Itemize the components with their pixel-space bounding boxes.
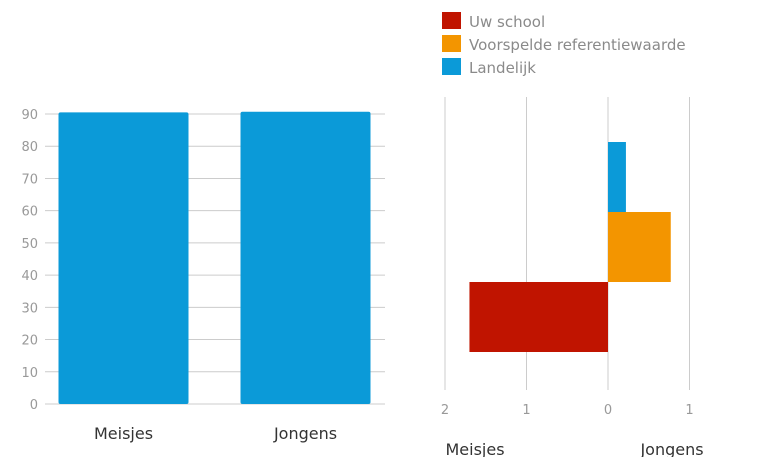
bar-meisjes bbox=[58, 112, 189, 404]
x-tick-label: 1 bbox=[685, 403, 693, 418]
y-tick-label: 60 bbox=[21, 205, 38, 220]
legend-swatch bbox=[442, 58, 461, 75]
group-label: Meisjes bbox=[445, 440, 504, 457]
y-tick-label: 30 bbox=[21, 301, 38, 316]
x-category-label: Jongens bbox=[273, 424, 337, 443]
bar-chart-left: 0 10 20 30 40 50 60 70 80 90 Meisjes Jongens bbox=[21, 108, 385, 443]
x-category-label: Meisjes bbox=[94, 424, 153, 443]
y-tick-label: 90 bbox=[21, 108, 38, 123]
x-tick-label: 2 bbox=[441, 403, 449, 418]
legend-label: Voorspelde referentiewaarde bbox=[469, 36, 686, 54]
legend-swatch bbox=[442, 12, 461, 29]
x-tick-label: 1 bbox=[522, 403, 530, 418]
x-tick-label: 0 bbox=[604, 403, 612, 418]
y-tick-label: 80 bbox=[21, 140, 38, 155]
legend-label: Landelijk bbox=[469, 59, 536, 77]
y-tick-label: 50 bbox=[21, 237, 38, 252]
y-tick-label: 20 bbox=[21, 334, 38, 349]
group-label: Jongens bbox=[639, 440, 703, 457]
legend-label: Uw school bbox=[469, 13, 545, 31]
y-tick-label: 0 bbox=[30, 398, 38, 413]
y-tick-label: 10 bbox=[21, 366, 38, 381]
bar-landelijk bbox=[608, 142, 626, 212]
y-tick-label: 40 bbox=[21, 269, 38, 284]
bar-jongens bbox=[240, 111, 371, 404]
bar-uw-school bbox=[469, 282, 608, 352]
y-tick-label: 70 bbox=[21, 172, 38, 187]
bar-voorspelde-referentiewaarde bbox=[608, 212, 671, 282]
legend-swatch bbox=[442, 35, 461, 52]
bar-chart-right: Uw school Voorspelde referentiewaarde Land… bbox=[441, 12, 704, 457]
